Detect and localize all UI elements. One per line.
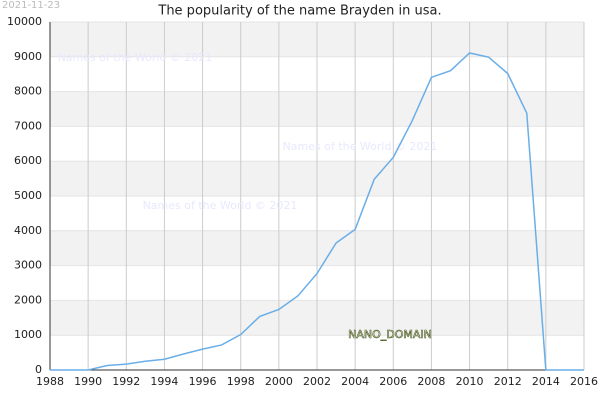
chart-title: The popularity of the name Brayden in us… xyxy=(157,4,441,19)
x-tick-label: 2010 xyxy=(456,375,484,388)
x-tick-label: 2002 xyxy=(303,375,331,388)
x-tick-label: 2016 xyxy=(570,375,598,388)
line xyxy=(50,52,584,371)
y-tick-label: 5000 xyxy=(14,189,42,202)
x-tick-label: 1988 xyxy=(36,375,64,388)
x-tick-label: 1992 xyxy=(112,375,140,388)
y-tick-label: 10000 xyxy=(7,15,42,28)
y-tick-label: 2000 xyxy=(14,293,42,306)
y-tick-label: 8000 xyxy=(14,85,42,98)
date-label: 2021-11-23 xyxy=(2,0,60,11)
x-tick-label: 1996 xyxy=(189,375,217,388)
x-tick-label: 2000 xyxy=(265,375,293,388)
y-tick-label: 3000 xyxy=(14,259,42,272)
y-tick-label: 9000 xyxy=(14,50,42,63)
watermark: Names of the World © 2021 xyxy=(283,140,438,153)
y-tick-label: 7000 xyxy=(14,119,42,132)
x-tick-label: 1994 xyxy=(150,375,178,388)
x-tick-label: 2014 xyxy=(532,375,560,388)
x-tick-label: 2006 xyxy=(379,375,407,388)
x-tick-label: 2008 xyxy=(417,375,445,388)
x-tick-label: 1990 xyxy=(74,375,102,388)
watermark: Names of the World © 2021 xyxy=(143,199,298,212)
y-tick-label: 0 xyxy=(35,363,42,376)
y-tick-label: 6000 xyxy=(14,154,42,167)
x-tick-label: 2004 xyxy=(341,375,369,388)
watermark: Names of the World © 2021 xyxy=(58,51,213,64)
x-tick-label: 2012 xyxy=(494,375,522,388)
x-tick-label: 1998 xyxy=(227,375,255,388)
y-tick-label: 4000 xyxy=(14,224,42,237)
domain-label: NANO_DOMAIN xyxy=(348,328,432,341)
y-tick-label: 1000 xyxy=(14,328,42,341)
